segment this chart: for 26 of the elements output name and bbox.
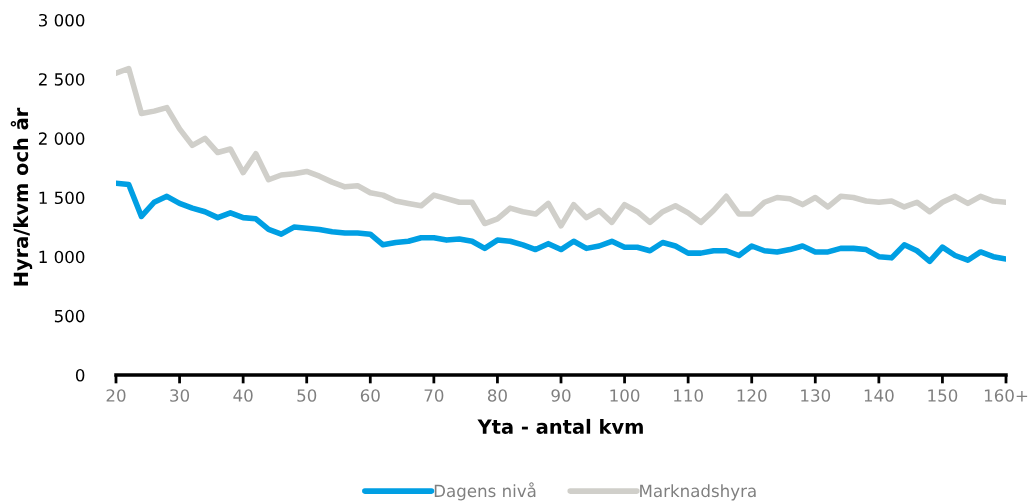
x-tick-label: 120: [737, 389, 767, 402]
y-axis-title: Hyra/kvm och år: [10, 107, 33, 286]
y-tick-label: 3 000: [39, 13, 85, 27]
x-tick-label: 40: [233, 389, 253, 402]
x-tick-label: 160+: [984, 389, 1028, 402]
x-tick-label: 110: [674, 389, 703, 402]
x-tick-label: 50: [297, 389, 317, 402]
y-tick-label: 2 500: [38, 73, 85, 86]
legend-label: Marknadshyra: [640, 484, 756, 501]
y-tick-label: 500: [54, 309, 85, 323]
x-tick-label: 20: [106, 389, 126, 402]
x-axis-title: Yta - antal kvm: [477, 418, 643, 434]
y-tick-label: 1 500: [39, 191, 85, 205]
x-tick-label: 70: [424, 389, 444, 402]
y-tick-label: 1 000: [39, 250, 85, 264]
x-tick-label: 60: [360, 389, 380, 402]
x-tick-label: 100: [610, 389, 640, 402]
y-tick-label: 0: [75, 368, 85, 382]
x-tick-label: 130: [801, 389, 831, 402]
x-tick-label: 150: [928, 389, 958, 402]
legend-label: Dagens nivå: [434, 482, 536, 501]
x-tick-label: 80: [487, 389, 507, 402]
y-tick-label: 2 000: [38, 132, 85, 145]
x-tick-label: 140: [864, 389, 894, 402]
x-tick-label: 90: [551, 389, 571, 402]
x-tick-label: 30: [170, 389, 190, 402]
